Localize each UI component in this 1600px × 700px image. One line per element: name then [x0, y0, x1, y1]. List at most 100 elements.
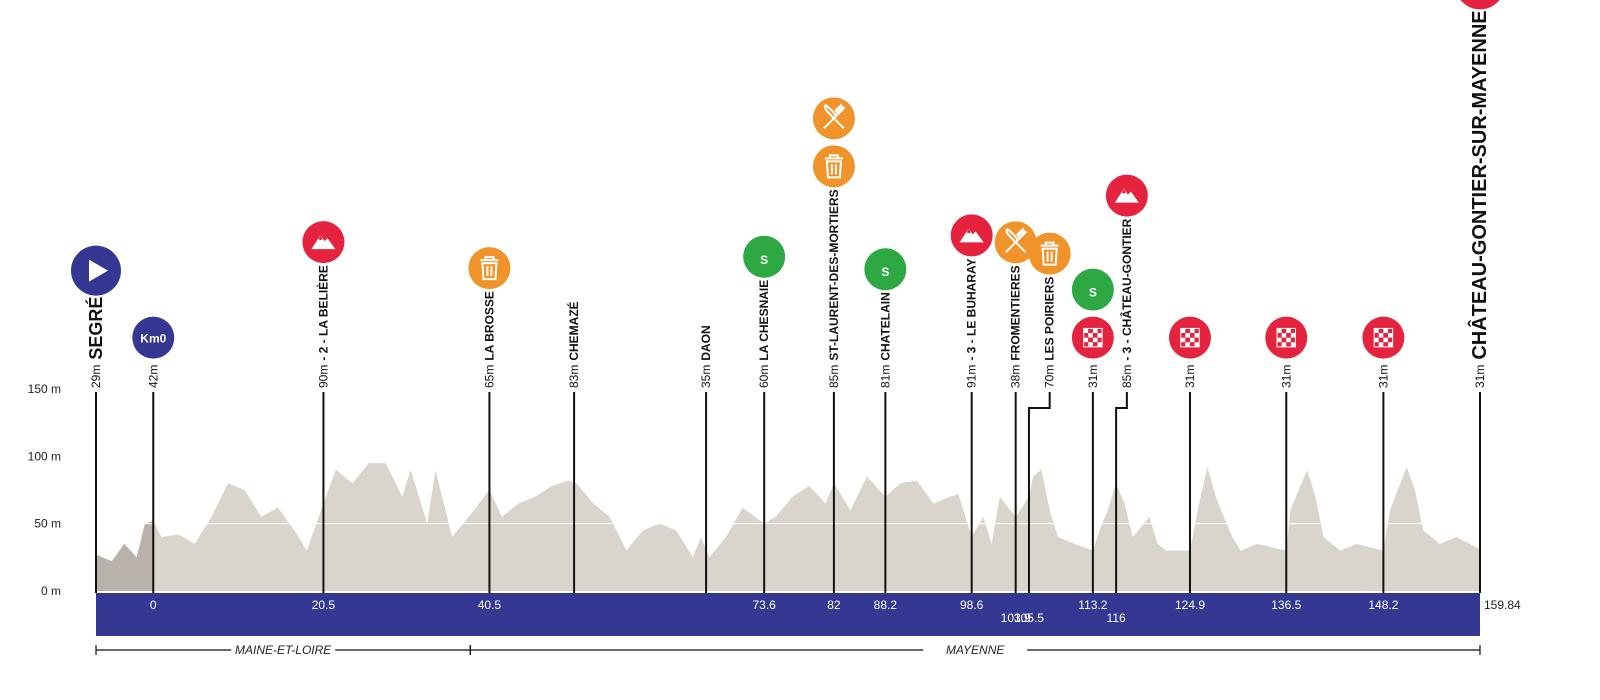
icon-glyph — [1388, 328, 1393, 334]
region-label-bg — [231, 643, 336, 657]
icon-mountain — [1105, 174, 1148, 217]
icon-text: S — [760, 253, 768, 267]
waypoint-altitude: 91m — [965, 365, 979, 388]
waypoint-label: 29m SEGRÉ — [85, 297, 106, 388]
y-tick-label: 150 m — [28, 382, 61, 396]
icon-finish — [1460, 0, 1500, 10]
waypoint-altitude: 31m — [1279, 365, 1293, 388]
icon-glyph — [823, 103, 846, 130]
waypoint-altitude: 31m — [1183, 365, 1197, 388]
icon-glyph — [1290, 333, 1296, 338]
waypoint-name: LA BROSSE — [482, 291, 496, 361]
icon-glyph — [959, 228, 984, 243]
icon-circle — [1460, 0, 1500, 10]
waypoint-label: 31m — [1279, 365, 1293, 388]
icon-sprint: S — [1071, 268, 1114, 311]
waypoint-altitude: 42m — [146, 365, 160, 388]
icon-finish — [1362, 316, 1405, 359]
icon-finish — [1071, 316, 1114, 359]
km-label: 82 — [827, 598, 841, 612]
icon-glyph — [1286, 342, 1291, 347]
icon-glyph — [1383, 328, 1389, 334]
y-tick-label: 50 m — [34, 517, 61, 531]
icon-glyph — [1281, 333, 1287, 338]
waypoint-label: 31m — [1086, 365, 1100, 388]
waypoint-altitude: 85m — [827, 365, 841, 388]
icon-glyph — [1277, 337, 1282, 343]
icon-glyph — [1185, 333, 1190, 338]
icon-text: Km0 — [140, 332, 166, 346]
icon-glyph — [1040, 241, 1059, 266]
icon-glyph — [1088, 328, 1093, 334]
icon-glyph — [1277, 342, 1282, 347]
waypoint-name: FROMENTIERES — [1009, 265, 1023, 360]
waypoint-name: LA CHESNAIE — [757, 280, 771, 361]
icon-glyph — [1185, 337, 1190, 343]
icon-trash — [1028, 232, 1071, 275]
icon-glyph — [1388, 337, 1393, 343]
icon-glyph — [311, 235, 336, 250]
icon-glyph — [1189, 328, 1195, 334]
icon-glyph — [1180, 333, 1186, 338]
icon-glyph — [1180, 337, 1186, 343]
icon-glyph — [1194, 337, 1200, 343]
icon-glyph — [1088, 342, 1093, 347]
elevation-area — [96, 463, 1480, 591]
icon-glyph — [1088, 337, 1093, 343]
icon-glyph — [1277, 328, 1282, 334]
waypoint-label: 60m LA CHESNAIE — [757, 280, 771, 388]
km-label: 148.2 — [1368, 598, 1398, 612]
icon-glyph — [1290, 342, 1296, 347]
icon-glyph — [1286, 328, 1291, 334]
icon-glyph — [1194, 342, 1200, 347]
km-label: 88.2 — [874, 598, 898, 612]
icon-glyph — [1388, 333, 1393, 338]
neutral-area — [96, 520, 154, 591]
icon-glyph — [1180, 342, 1186, 347]
icon-glyph — [1121, 188, 1126, 194]
icon-glyph — [1290, 337, 1296, 343]
icon-mountain — [302, 221, 345, 264]
waypoint-line — [1027, 392, 1051, 593]
icon-glyph — [1114, 188, 1139, 203]
icon-circle — [468, 247, 511, 290]
waypoint-altitude: 29m — [89, 365, 103, 388]
icon-glyph — [1290, 328, 1296, 334]
region-label: MAINE-ET-LOIRE — [235, 643, 332, 657]
icon-glyph — [1373, 327, 1394, 348]
waypoint-altitude: 60m — [757, 365, 771, 388]
y-tick-label: 100 m — [28, 449, 61, 463]
waypoint-altitude: 81m — [878, 365, 892, 388]
waypoint-name: - 3 - LE BUHARAY — [965, 258, 979, 360]
icon-food — [994, 221, 1037, 264]
km-label: 20.5 — [312, 598, 336, 612]
km-label: 40.5 — [478, 598, 502, 612]
icon-glyph — [1378, 328, 1384, 334]
waypoint-altitude: 85m — [1120, 365, 1134, 388]
waypoint-label: 91m - 3 - LE BUHARAY — [965, 258, 979, 388]
icon-sprint: S — [743, 235, 786, 278]
icon-sprint: S — [864, 248, 907, 291]
km-label: 113.2 — [1078, 598, 1107, 612]
waypoint-label: 85m ST-LAURENT-DES-MORTIERS — [827, 189, 841, 388]
icon-glyph — [1092, 328, 1098, 334]
km-label: 105.5 — [1014, 611, 1044, 625]
icon-circle — [1028, 232, 1071, 275]
icon-mountain — [950, 214, 993, 257]
icon-glyph — [824, 154, 843, 179]
waypoint-label: 35m DAON — [699, 325, 713, 388]
waypoint-name: LES POIRIERS — [1043, 277, 1057, 361]
icon-glyph — [1092, 333, 1098, 338]
waypoint-altitude: 70m — [1043, 365, 1057, 388]
icon-glyph — [1185, 342, 1190, 347]
waypoint-label: 81m CHATELAIN — [878, 292, 892, 388]
icon-glyph — [1189, 342, 1195, 347]
icon-glyph — [1083, 327, 1103, 348]
waypoint-label: 31m — [1183, 365, 1197, 388]
icon-glyph — [1185, 328, 1190, 334]
waypoint-label: 65m LA BROSSE — [482, 291, 496, 388]
km-label: 73.6 — [752, 598, 776, 612]
icon-glyph — [1277, 333, 1282, 338]
icon-glyph — [1092, 342, 1098, 347]
waypoint-name: CHEMAZÉ — [566, 301, 581, 360]
